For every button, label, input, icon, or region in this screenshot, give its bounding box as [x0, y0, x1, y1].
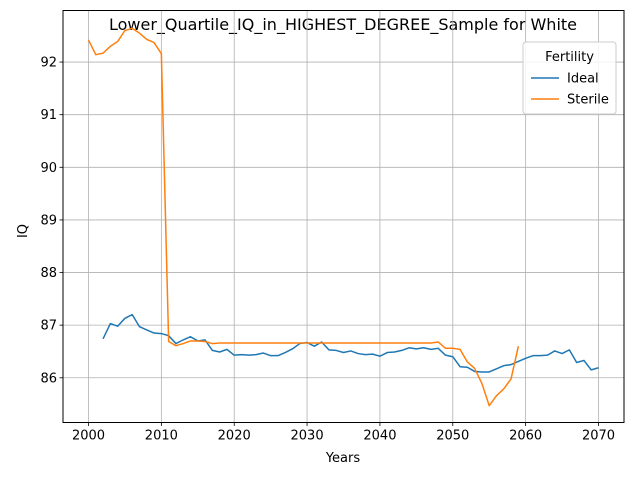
- x-tick-label: 2070: [582, 429, 615, 444]
- x-axis-label: Years: [325, 451, 361, 466]
- legend-box: [522, 41, 617, 115]
- axis-ticks: 2000 2010 2020 2030 2040 2050 2060 2070 86 87 88 89…: [40, 56, 615, 444]
- y-axis-label: IQ: [16, 224, 31, 238]
- x-tick-label: 2040: [363, 429, 396, 444]
- x-tick-label: 2010: [145, 429, 178, 444]
- series-line-ideal: [102, 313, 599, 373]
- y-tick-label: 92: [40, 56, 57, 71]
- y-tick-label: 88: [40, 266, 57, 281]
- x-tick-label: 2050: [436, 429, 469, 444]
- x-tick-label: 2000: [72, 429, 105, 444]
- legend-label-sterile: Sterile: [567, 93, 609, 108]
- plot-area: [87, 27, 599, 407]
- y-tick-label: 87: [40, 319, 57, 334]
- legend-label-ideal: Ideal: [567, 72, 599, 87]
- y-tick-label: 90: [40, 161, 57, 176]
- x-tick-label: 2020: [218, 429, 251, 444]
- legend-title: Fertility: [545, 50, 594, 65]
- plot-frame: [62, 10, 625, 423]
- chart-title: Lower_Quartile_IQ_in_HIGHEST_DEGREE_Samp…: [109, 15, 577, 35]
- series-line-sterile: [87, 27, 520, 407]
- y-tick-label: 86: [40, 371, 57, 386]
- x-tick-label: 2060: [509, 429, 542, 444]
- legend: Fertility Ideal Sterile: [522, 41, 617, 115]
- y-tick-label: 89: [40, 213, 57, 228]
- x-tick-label: 2030: [291, 429, 324, 444]
- y-tick-label: 91: [40, 108, 57, 123]
